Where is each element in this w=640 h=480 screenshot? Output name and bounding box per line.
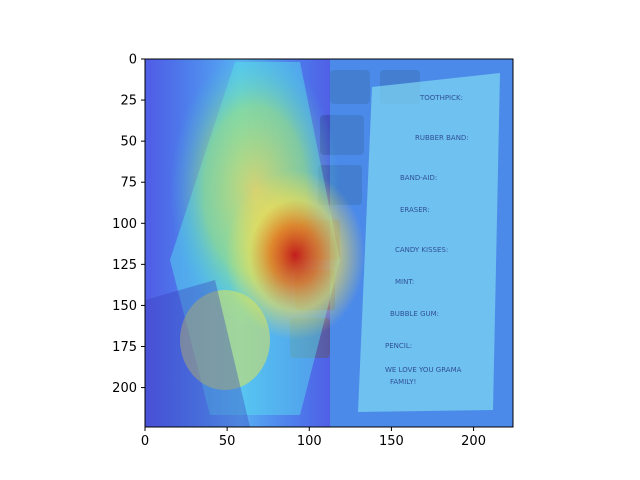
- y-axis: 0 25 50 75 100 125 150 175 200: [112, 53, 145, 396]
- svg-text:BAND-AID:: BAND-AID:: [400, 174, 437, 182]
- svg-text:BUBBLE GUM:: BUBBLE GUM:: [390, 310, 439, 318]
- x-tick-label: 200: [461, 434, 486, 449]
- y-tick-label: 175: [112, 340, 137, 355]
- x-tick-label: 50: [219, 434, 236, 449]
- x-tick-label: 150: [379, 434, 404, 449]
- svg-text:TOOTHPICK:: TOOTHPICK:: [419, 94, 463, 102]
- y-tick-label: 75: [120, 176, 137, 191]
- svg-text:WE LOVE YOU GRAMA: WE LOVE YOU GRAMA: [385, 366, 462, 374]
- y-tick-label: 200: [112, 381, 137, 396]
- svg-text:MINT:: MINT:: [395, 278, 414, 286]
- y-tick-label: 150: [112, 299, 137, 314]
- svg-text:ERASER:: ERASER:: [400, 206, 430, 214]
- svg-text:FAMILY!: FAMILY!: [390, 378, 416, 386]
- x-tick-label: 0: [141, 434, 149, 449]
- heatmap-image: TOOTHPICK: RUBBER BAND: BAND-AID: ERASER…: [145, 59, 513, 427]
- plot-frame: [144, 58, 514, 428]
- note-text: TOOTHPICK: RUBBER BAND: BAND-AID: ERASER…: [385, 94, 469, 386]
- x-tick-label: 100: [297, 434, 322, 449]
- svg-text:PENCIL:: PENCIL:: [385, 342, 412, 350]
- note-paper: [358, 73, 500, 412]
- y-tick-label: 0: [129, 53, 137, 68]
- y-tick-label: 50: [120, 135, 137, 150]
- x-axis: 0 50 100 150 200: [141, 427, 486, 449]
- svg-text:RUBBER BAND:: RUBBER BAND:: [415, 134, 469, 142]
- svg-text:CANDY KISSES:: CANDY KISSES:: [395, 246, 448, 254]
- y-tick-label: 100: [112, 217, 137, 232]
- y-tick-label: 25: [120, 94, 137, 109]
- y-tick-label: 125: [112, 258, 137, 273]
